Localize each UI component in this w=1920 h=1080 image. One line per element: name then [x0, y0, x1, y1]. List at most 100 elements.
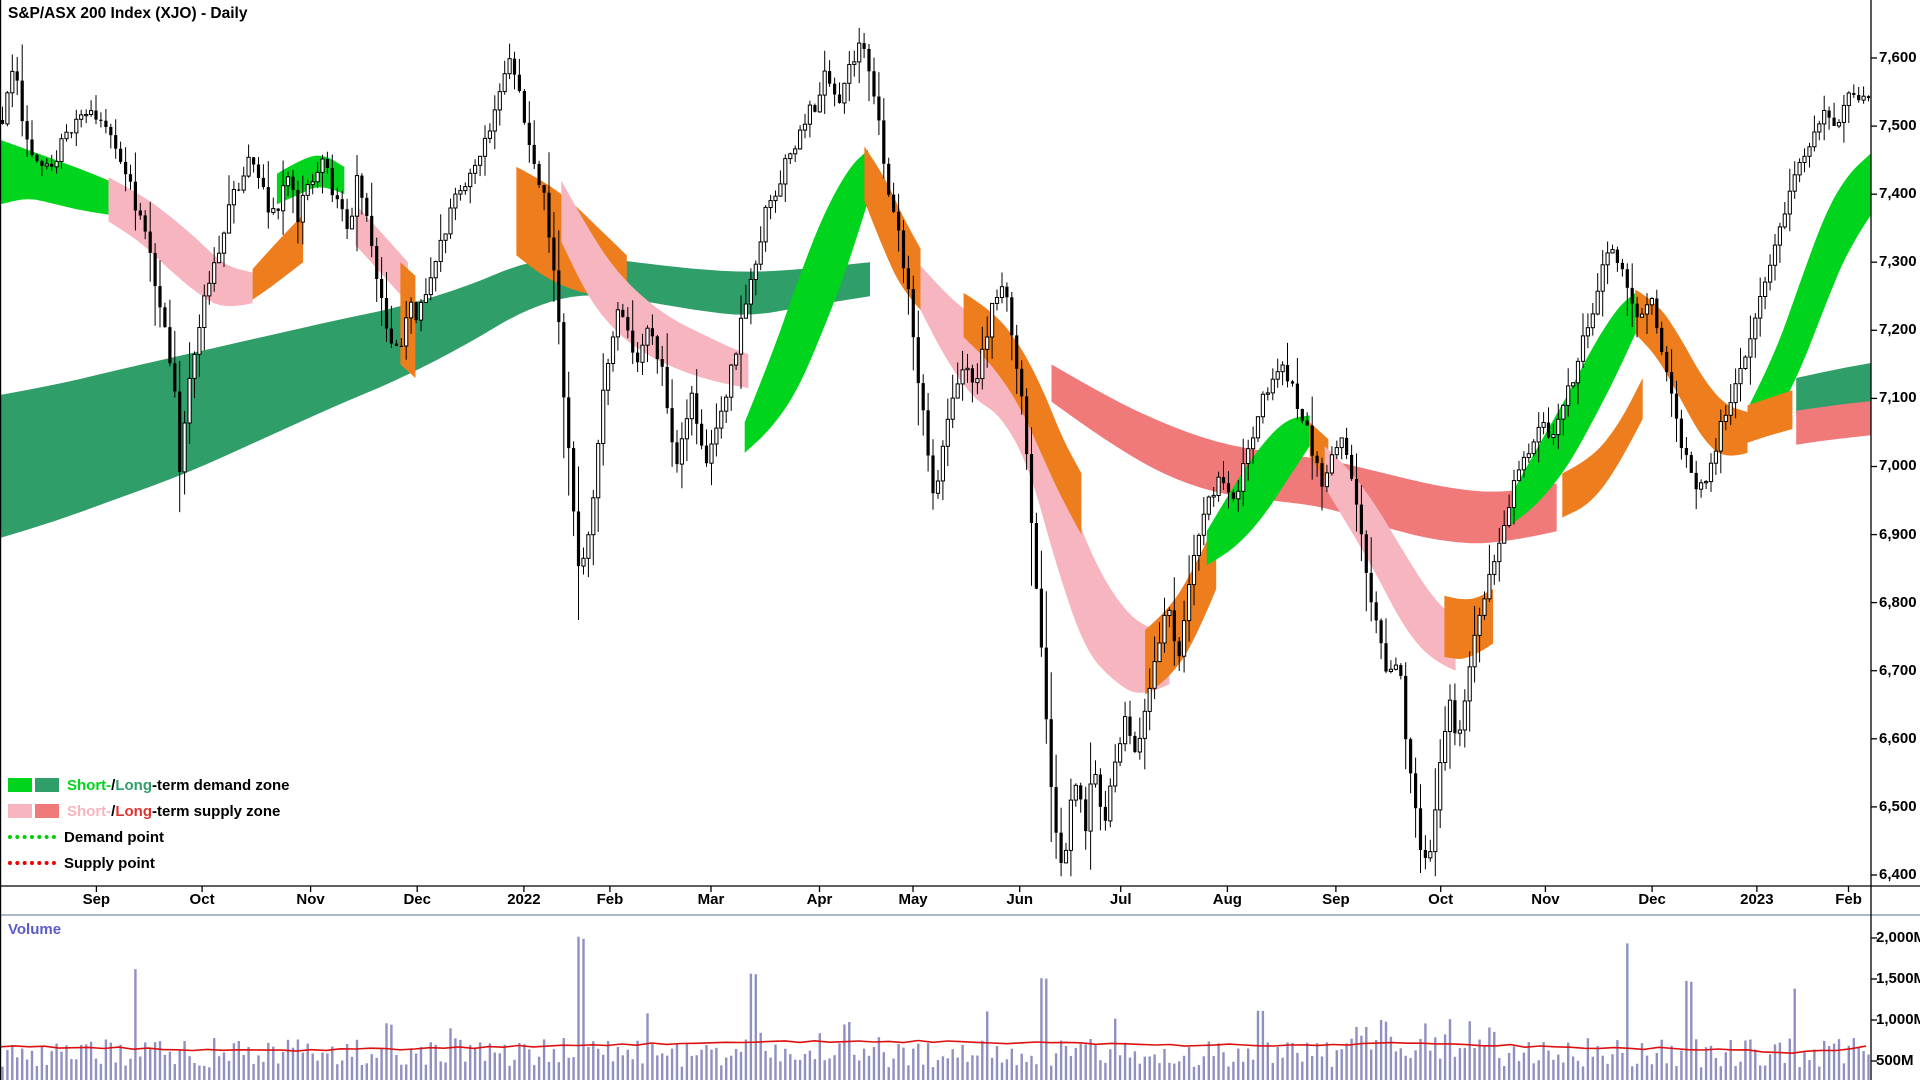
volume-bar: [419, 1046, 423, 1080]
volume-bar: [1281, 1057, 1284, 1080]
volume-bar: [301, 1052, 304, 1080]
candle-up: [975, 378, 980, 384]
volume-bar: [198, 1065, 201, 1080]
volume-bar: [1517, 1061, 1521, 1080]
volume-bar: [808, 1050, 812, 1080]
candle-up: [581, 557, 586, 567]
candle-down: [626, 316, 630, 331]
candle-down: [522, 91, 526, 123]
volume-bar: [789, 1054, 792, 1080]
candle-down: [1615, 249, 1619, 263]
candle-up: [463, 186, 468, 192]
candle-down: [178, 391, 182, 472]
candle-up: [1728, 402, 1733, 416]
volume-bar: [1099, 1060, 1102, 1080]
x-axis-label: Aug: [1212, 891, 1242, 908]
candle-down: [1694, 472, 1698, 490]
volume-bar: [385, 1023, 388, 1080]
candle-down: [40, 161, 44, 166]
candle-up: [985, 336, 990, 350]
candle-up: [1447, 699, 1453, 733]
candle-up: [1536, 426, 1541, 443]
volume-bar: [1837, 1039, 1841, 1080]
volume-bar: [94, 1058, 98, 1080]
volume-bar: [867, 1055, 871, 1080]
volume-bar: [65, 1045, 68, 1080]
candle-up: [1216, 476, 1221, 497]
band-ov-jun22: [963, 292, 1082, 535]
volume-bar: [217, 1056, 221, 1080]
candle-up: [743, 303, 748, 319]
volume-bar: [227, 1060, 231, 1080]
candle-up: [738, 317, 744, 355]
volume-bar: [1507, 1053, 1511, 1080]
volume-bar: [1655, 1052, 1658, 1080]
volume-bar: [1163, 1049, 1166, 1080]
candle-down: [330, 168, 334, 196]
volume-bar: [1704, 1047, 1708, 1080]
volume-bar: [1271, 1063, 1274, 1080]
volume-bar: [444, 1062, 447, 1080]
band-st-demand-mar22: [744, 149, 869, 453]
volume-bar: [995, 1046, 999, 1080]
volume-bar: [1724, 1052, 1727, 1080]
candle-up: [994, 297, 1000, 304]
volume-bar: [966, 1061, 969, 1080]
volume-bar: [1133, 1051, 1137, 1080]
band-lt-demand: [0, 257, 870, 538]
candle-up: [1147, 687, 1152, 712]
band-st-supply-may22: [920, 265, 1170, 693]
volume-bar: [1448, 1019, 1452, 1080]
candle-up: [1590, 313, 1595, 329]
volume-bar: [902, 1047, 905, 1080]
candle-down: [547, 192, 551, 238]
volume-pane-title: Volume: [8, 921, 62, 938]
x-axis-label: Oct: [189, 891, 215, 908]
candle-up: [473, 164, 478, 174]
candle-down: [1079, 785, 1083, 800]
candle-down: [1354, 478, 1359, 505]
volume-bar: [149, 1047, 152, 1080]
candle-down: [1630, 287, 1634, 304]
volume-bar: [784, 1048, 787, 1080]
candle-down: [291, 176, 295, 191]
volume-bar: [109, 1042, 112, 1080]
candle-up: [1575, 360, 1581, 384]
x-axis-label: Oct: [1428, 891, 1454, 908]
candle-up: [768, 200, 773, 209]
candle-down: [158, 286, 162, 308]
candle-up: [822, 70, 827, 96]
volume-bar: [1375, 1040, 1378, 1080]
volume-bar: [730, 1055, 733, 1080]
volume-bar: [1793, 988, 1796, 1080]
band-st-demand-nov22: [1511, 292, 1636, 525]
candle-up: [1482, 598, 1487, 616]
candle-up: [1157, 642, 1162, 663]
candle-up: [1324, 472, 1330, 488]
volume-bar: [119, 1044, 122, 1080]
volume-bar: [247, 1047, 250, 1080]
volume-bar: [518, 1042, 521, 1080]
candle-up: [1708, 462, 1714, 483]
volume-bar: [803, 1054, 807, 1080]
candle-up: [1595, 290, 1600, 315]
candle-down: [1285, 365, 1290, 382]
volume-bar: [1320, 1056, 1324, 1080]
candle-down: [882, 120, 886, 164]
x-axis-label: Jun: [1006, 891, 1034, 908]
volume-bar: [1330, 1066, 1334, 1080]
volume-bar: [872, 1047, 876, 1080]
candle-up: [1093, 774, 1098, 785]
candle-up: [1196, 534, 1202, 557]
volume-bar: [1744, 1040, 1747, 1080]
candle-down: [665, 366, 669, 409]
candle-up: [1561, 404, 1566, 420]
candle-down: [133, 181, 137, 211]
candle-up: [1605, 252, 1610, 266]
volume-bar: [464, 1061, 467, 1080]
supply-point-line-swatch: [8, 861, 56, 865]
candle-up: [1792, 174, 1797, 192]
candle-down: [872, 71, 876, 97]
candle-down: [50, 163, 54, 167]
candle-down: [631, 330, 635, 353]
